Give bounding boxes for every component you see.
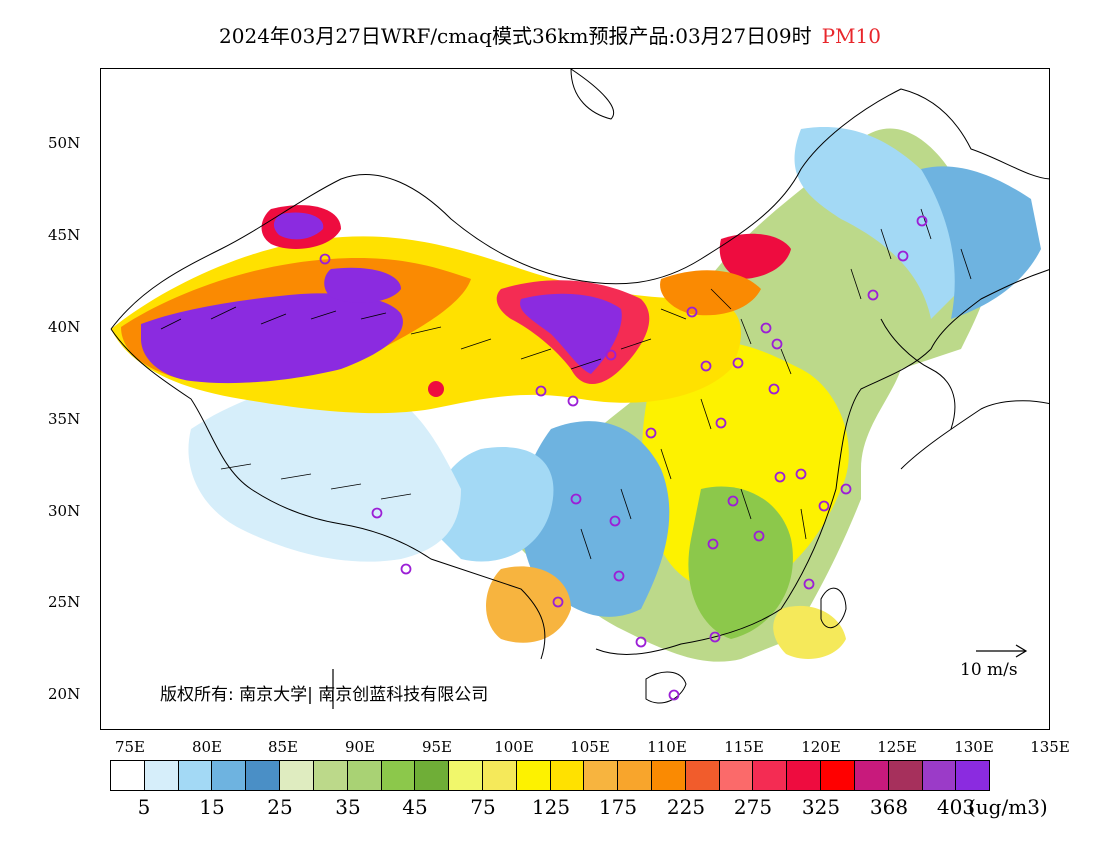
color-scale-cell — [178, 761, 213, 790]
scale-label: 35 — [335, 795, 361, 819]
scale-label: 175 — [598, 795, 638, 819]
lon-label-85e: 85E — [267, 738, 299, 756]
color-scale-cell — [212, 761, 247, 790]
color-scale-cell — [821, 761, 855, 790]
color-scale-cell — [381, 761, 416, 790]
color-scale-cell — [280, 761, 314, 790]
color-scale-cell — [753, 761, 788, 790]
lon-label-110e: 110E — [647, 738, 687, 756]
color-scale-cell — [685, 761, 720, 790]
wind-reference-label: 10 m/s — [960, 660, 1018, 680]
lat-label-40n: 40N — [48, 318, 81, 336]
map-frame — [100, 68, 1050, 730]
color-scale-cell — [550, 761, 585, 790]
color-scale-cell — [922, 761, 957, 790]
scale-label: 325 — [801, 795, 841, 819]
pm10-map — [110, 69, 1049, 709]
station-markers — [319, 215, 928, 701]
lon-label-105e: 105E — [570, 738, 610, 756]
color-scale-cell — [956, 761, 990, 790]
color-scale-cell — [787, 761, 822, 790]
color-scale-cell — [516, 761, 551, 790]
color-scale-cell — [854, 761, 889, 790]
color-scale-cell — [111, 761, 145, 790]
scale-label: 75 — [470, 795, 496, 819]
color-scale-cell — [482, 761, 517, 790]
lon-label-135e: 135E — [1030, 738, 1070, 756]
color-scale-cell — [719, 761, 754, 790]
color-scale-cell — [313, 761, 348, 790]
wind-reference-arrow — [976, 644, 1028, 658]
color-scale-cell — [347, 761, 382, 790]
lat-label-45n: 45N — [48, 226, 81, 244]
lon-label-130e: 130E — [954, 738, 994, 756]
lon-label-95e: 95E — [421, 738, 453, 756]
lon-label-100e: 100E — [494, 738, 534, 756]
scale-label: 125 — [531, 795, 571, 819]
scale-label: 275 — [733, 795, 773, 819]
color-scale-cell — [888, 761, 923, 790]
color-scale-cell — [144, 761, 179, 790]
scale-unit: (ug/m3) — [968, 795, 1048, 819]
color-scale-cell — [584, 761, 619, 790]
lon-label-80e: 80E — [191, 738, 223, 756]
lon-label-115e: 115E — [724, 738, 764, 756]
color-scale-cell — [246, 761, 281, 790]
lat-label-30n: 30N — [48, 502, 81, 520]
color-scale — [110, 760, 990, 791]
scale-label: 5 — [137, 795, 151, 819]
color-scale-cell — [618, 761, 652, 790]
lat-label-50n: 50N — [48, 134, 81, 152]
lat-label-35n: 35N — [48, 410, 81, 428]
color-scale-cell — [449, 761, 483, 790]
scale-label: 25 — [267, 795, 293, 819]
scale-label: 225 — [666, 795, 706, 819]
copyright-text: 版权所有: 南京大学| 南京创蓝科技有限公司 — [160, 685, 489, 705]
scale-label: 15 — [199, 795, 225, 819]
lat-label-20n: 20N — [48, 685, 81, 703]
lon-label-75e: 75E — [114, 738, 146, 756]
lat-label-25n: 25N — [48, 593, 81, 611]
pollution-field — [111, 127, 1041, 662]
color-scale-cell — [652, 761, 686, 790]
map-borders — [110, 69, 1049, 704]
lon-label-125e: 125E — [877, 738, 917, 756]
scale-label: 403 — [936, 795, 976, 819]
scale-label: 45 — [402, 795, 428, 819]
color-scale-cell — [415, 761, 450, 790]
title-variable: PM10 — [821, 24, 881, 48]
chart-title: 2024年03月27日WRF/cmaq模式36km预报产品:03月27日09时 P… — [0, 20, 1100, 49]
lon-label-90e: 90E — [344, 738, 376, 756]
scale-label: 368 — [869, 795, 909, 819]
lon-label-120e: 120E — [801, 738, 841, 756]
title-main: 2024年03月27日WRF/cmaq模式36km预报产品:03月27日09时 — [219, 24, 812, 48]
